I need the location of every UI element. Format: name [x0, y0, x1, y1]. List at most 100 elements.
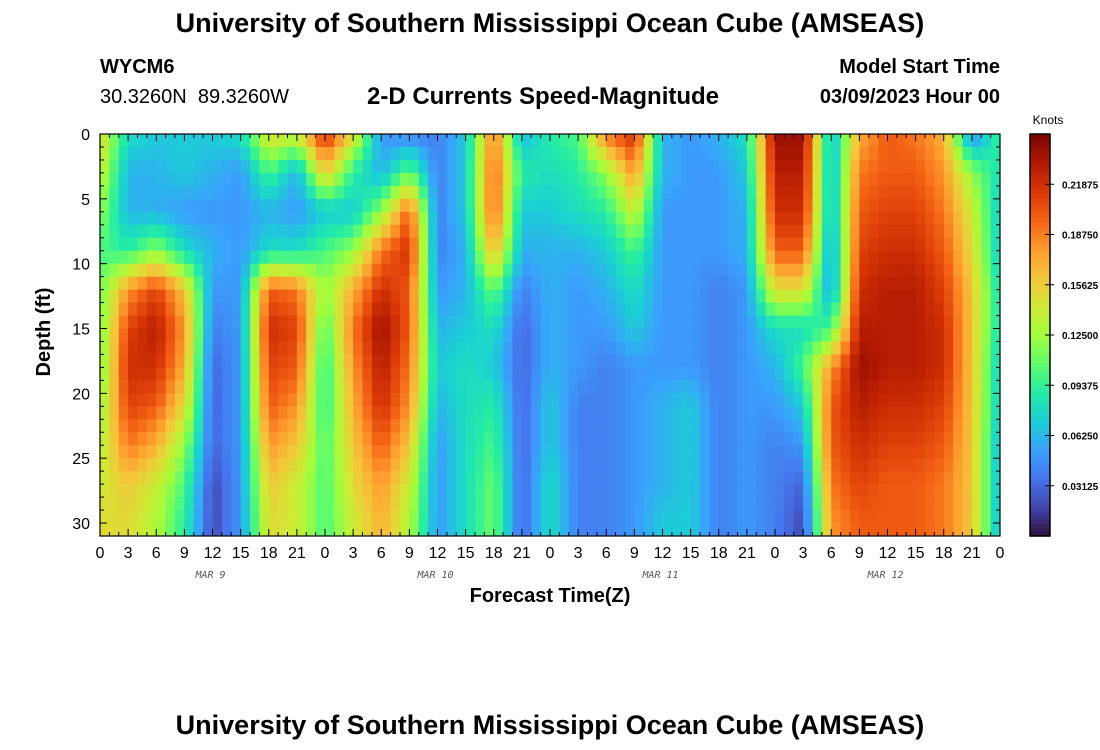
- heatmap-cell: [128, 302, 139, 317]
- heatmap-cell: [765, 419, 776, 433]
- heatmap-cell: [353, 263, 364, 278]
- heatmap-cell: [596, 315, 607, 330]
- heatmap-cell: [540, 497, 551, 511]
- heatmap-cell: [625, 211, 635, 226]
- heatmap-cell: [315, 172, 326, 187]
- heatmap-cell: [615, 328, 626, 343]
- heatmap-cell: [990, 198, 1000, 213]
- heatmap-cell: [653, 289, 664, 304]
- heatmap-cell: [821, 367, 832, 381]
- heatmap-cell: [634, 393, 645, 407]
- heatmap-cell: [925, 432, 935, 446]
- heatmap-cell: [381, 341, 392, 356]
- heatmap-cell: [681, 224, 692, 239]
- heatmap-cell: [484, 211, 495, 226]
- heatmap-cell: [878, 211, 889, 226]
- heatmap-cell: [728, 224, 739, 239]
- heatmap-cell: [550, 289, 560, 304]
- heatmap-cell: [315, 341, 326, 356]
- heatmap-cell: [437, 341, 448, 356]
- colorbar-segment: [1030, 134, 1050, 139]
- heatmap-cell: [165, 224, 176, 239]
- heatmap-cell: [231, 211, 242, 226]
- heatmap-cell: [503, 289, 514, 304]
- heatmap-cell: [793, 432, 804, 446]
- heatmap-cell: [128, 289, 139, 304]
- heatmap-cell: [156, 432, 167, 446]
- heatmap-cell: [840, 185, 851, 200]
- heatmap-cell: [540, 341, 551, 356]
- heatmap-cell: [315, 263, 326, 278]
- heatmap-cell: [568, 159, 579, 174]
- heatmap-cell: [109, 458, 120, 472]
- heatmap-cell: [634, 341, 645, 356]
- colorbar-segment: [1030, 367, 1050, 372]
- heatmap-cell: [540, 276, 551, 291]
- heatmap-cell: [709, 523, 720, 536]
- heatmap-cell: [175, 172, 185, 187]
- heatmap-cell: [175, 224, 185, 239]
- heatmap-cell: [128, 315, 139, 330]
- heatmap-cell: [606, 211, 617, 226]
- heatmap-cell: [653, 237, 664, 252]
- heatmap-cell: [906, 341, 917, 356]
- heatmap-cell: [287, 341, 298, 356]
- heatmap-cell: [353, 354, 364, 369]
- heatmap-cell: [475, 289, 485, 304]
- heatmap-cell: [690, 250, 701, 265]
- heatmap-cell: [812, 471, 823, 485]
- heatmap-cell: [381, 445, 392, 459]
- heatmap-cell: [146, 354, 157, 369]
- heatmap-cell: [465, 159, 476, 174]
- heatmap-cell: [803, 224, 814, 239]
- heatmap-cell: [606, 458, 617, 472]
- heatmap-cell: [578, 276, 589, 291]
- heatmap-cell: [165, 289, 176, 304]
- heatmap-cell: [643, 523, 654, 536]
- heatmap-cell: [878, 497, 889, 511]
- heatmap-cell: [859, 393, 870, 407]
- heatmap-cell: [390, 211, 401, 226]
- heatmap-cell: [315, 367, 326, 381]
- heatmap-cell: [653, 432, 664, 446]
- heatmap-cell: [709, 276, 720, 291]
- heatmap-cell: [981, 146, 992, 161]
- heatmap-cell: [437, 198, 448, 213]
- heatmap-cell: [437, 471, 448, 485]
- heatmap-cell: [306, 237, 317, 252]
- heatmap-cell: [821, 263, 832, 278]
- heatmap-cell: [240, 289, 251, 304]
- heatmap-cell: [390, 458, 401, 472]
- heatmap-cell: [690, 224, 701, 239]
- heatmap-cell: [493, 146, 504, 161]
- heatmap-cell: [475, 185, 485, 200]
- heatmap-cell: [100, 445, 110, 459]
- heatmap-cell: [193, 523, 204, 536]
- heatmap-cell: [109, 172, 120, 187]
- heatmap-cell: [896, 224, 907, 239]
- heatmap-cell: [887, 419, 898, 433]
- heatmap-cell: [784, 510, 795, 524]
- heatmap-cell: [596, 263, 607, 278]
- heatmap-cell: [990, 224, 1000, 239]
- x-tick-label: 15: [457, 545, 475, 562]
- heatmap-cell: [737, 393, 748, 407]
- heatmap-cell: [831, 484, 842, 498]
- heatmap-cell: [315, 380, 326, 394]
- heatmap-cell: [381, 315, 392, 330]
- heatmap-cell: [681, 134, 692, 148]
- heatmap-cell: [765, 497, 776, 511]
- heatmap-cell: [934, 250, 945, 265]
- heatmap-cell: [278, 198, 289, 213]
- heatmap-cell: [653, 315, 664, 330]
- heatmap-cell: [212, 224, 223, 239]
- heatmap-cell: [878, 224, 889, 239]
- heatmap-cell: [615, 406, 626, 420]
- heatmap-cell: [212, 198, 223, 213]
- heatmap-cell: [268, 237, 279, 252]
- heatmap-cell: [381, 289, 392, 304]
- heatmap-cell: [521, 315, 532, 330]
- heatmap-cell: [662, 315, 673, 330]
- heatmap-cell: [381, 354, 392, 369]
- heatmap-cell: [259, 185, 270, 200]
